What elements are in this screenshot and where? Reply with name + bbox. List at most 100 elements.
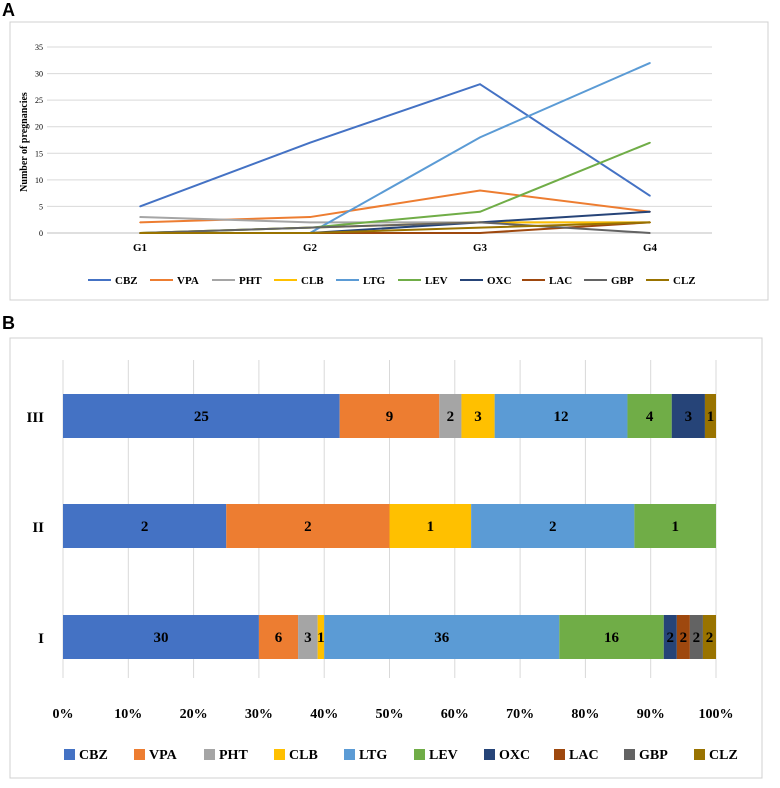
data-label-cbz-i: 30 <box>153 630 168 646</box>
bar-segment-oxc-iii <box>671 394 705 438</box>
data-label-clb-i: 1 <box>317 630 325 646</box>
legend-label-clz: CLZ <box>673 275 696 287</box>
legend-label-lac: LAC <box>549 275 572 287</box>
legend-label-gbp: GBP <box>639 748 668 763</box>
y-tick-label-ii: II <box>32 520 44 536</box>
y-tick-label-0: 0 <box>39 229 43 238</box>
x-tick-label-G1: G1 <box>133 242 147 254</box>
line-chart: 0 5 10 15 20 25 30 35 G1 G2 G3 G4 Number of pregnanc… <box>19 43 712 287</box>
data-label-ltg-i: 36 <box>434 630 450 646</box>
bar-segment-gbp-i <box>689 615 703 659</box>
legend-marker-cbz <box>64 749 75 760</box>
legend-label-lev: LEV <box>429 748 458 763</box>
legend-label-vpa: VPA <box>177 275 199 287</box>
x-tick-label-90: 90% <box>637 707 665 722</box>
bar-segment-cbz-iii <box>63 394 340 438</box>
data-label-ltg-ii: 2 <box>549 519 557 535</box>
legend-label-pht: PHT <box>239 275 262 287</box>
data-label-clb-ii: 1 <box>427 519 435 535</box>
data-point-clz-g3 <box>479 226 481 229</box>
legend-marker-ltg <box>344 749 355 760</box>
bar-segment-clb-ii <box>389 504 472 548</box>
data-point-pht-g1 <box>139 216 141 218</box>
data-point-lev-g4 <box>649 141 651 144</box>
bar-segment-cbz-i <box>63 615 259 659</box>
y-tick-label-iii: III <box>26 410 44 426</box>
x-tick-label-20: 20% <box>180 707 208 722</box>
panel-a-label: A <box>2 0 15 20</box>
data-label-lev-iii: 4 <box>646 409 654 425</box>
series-line-clz <box>140 221 651 234</box>
series-line-gbp <box>139 221 651 234</box>
data-label-vpa-ii: 2 <box>304 519 312 535</box>
data-label-clb-iii: 3 <box>474 409 482 425</box>
data-point-pht-g2 <box>309 221 311 224</box>
data-label-oxc-i: 2 <box>667 630 675 646</box>
data-point-vpa-g1 <box>139 221 141 224</box>
legend-label-lac: LAC <box>569 748 599 763</box>
legend-label-gbp: GBP <box>611 275 634 287</box>
data-point-clz-g4 <box>649 221 651 224</box>
legend-label-vpa: VPA <box>149 748 178 763</box>
bar-segment-vpa-ii <box>226 504 390 548</box>
legend-label-cbz: CBZ <box>115 275 138 287</box>
data-label-oxc-iii: 3 <box>685 409 693 425</box>
x-tick-label-40: 40% <box>310 707 338 722</box>
legend-marker-vpa <box>134 749 145 760</box>
data-label-lev-i: 16 <box>604 630 620 646</box>
legend-marker-pht <box>204 749 215 760</box>
data-point-vpa-g3 <box>479 189 481 192</box>
data-point-cbz-g3 <box>479 83 481 85</box>
data-point-ltg-g3 <box>479 136 481 139</box>
legend-marker-clb <box>274 749 285 760</box>
data-point-ltg-g4 <box>649 62 651 64</box>
data-label-vpa-i: 6 <box>275 630 283 646</box>
x-tick-label-G4: G4 <box>643 242 658 254</box>
legend-label-clz: CLZ <box>709 748 738 763</box>
legend-label-pht: PHT <box>219 748 248 763</box>
data-point-lev-g3 <box>479 210 481 213</box>
bar-segment-clz-i <box>702 615 716 659</box>
x-tick-label-G3: G3 <box>473 242 488 254</box>
data-point-vpa-g2 <box>309 216 311 218</box>
bar-segment-cbz-ii <box>63 504 227 548</box>
data-point-gbp-g2 <box>309 226 311 229</box>
legend-label-oxc: OXC <box>499 748 530 763</box>
y-tick-label-10: 10 <box>35 176 43 185</box>
legend-label-clb: CLB <box>289 748 318 763</box>
x-tick-label-80: 80% <box>571 707 599 722</box>
y-tick-label-15: 15 <box>35 149 43 158</box>
data-point-cbz-g1 <box>139 205 141 208</box>
data-point-cbz-g4 <box>649 195 651 197</box>
bar-segment-lev-ii <box>634 504 716 548</box>
x-tick-label-30: 30% <box>245 707 273 722</box>
bar-segment-pht-i <box>298 615 318 659</box>
data-label-clz-iii: 1 <box>707 409 715 425</box>
data-point-gbp-g4 <box>649 232 651 234</box>
legend-marker-clz <box>694 749 705 760</box>
data-point-clz-g2 <box>309 232 311 234</box>
legend-marker-gbp <box>624 749 635 760</box>
x-tick-label-10: 10% <box>114 707 142 722</box>
data-label-pht-iii: 2 <box>447 409 455 425</box>
data-label-gbp-i: 2 <box>693 630 701 646</box>
y-tick-label-20: 20 <box>35 123 43 132</box>
y-tick-label-35: 35 <box>35 43 43 52</box>
bar-segment-vpa-i <box>258 615 299 659</box>
data-label-lev-ii: 1 <box>671 519 679 535</box>
x-tick-label-G2: G2 <box>303 242 318 254</box>
panel-a-frame <box>9 21 769 301</box>
x-tick-label-0: 0% <box>53 707 74 722</box>
y-tick-label-25: 25 <box>35 96 43 105</box>
legend-label-cbz: CBZ <box>79 748 108 763</box>
data-label-vpa-iii: 9 <box>386 409 394 425</box>
bar-segment-lac-i <box>676 615 690 659</box>
bar-segment-lev-i <box>559 615 664 659</box>
bar-segment-ltg-iii <box>494 394 628 438</box>
x-tick-label-100: 100% <box>699 707 734 722</box>
series-line-cbz <box>139 83 651 208</box>
bar-segment-clb-iii <box>461 394 495 438</box>
legend-label-oxc: OXC <box>487 275 512 287</box>
data-point-gbp-g3 <box>479 221 481 224</box>
